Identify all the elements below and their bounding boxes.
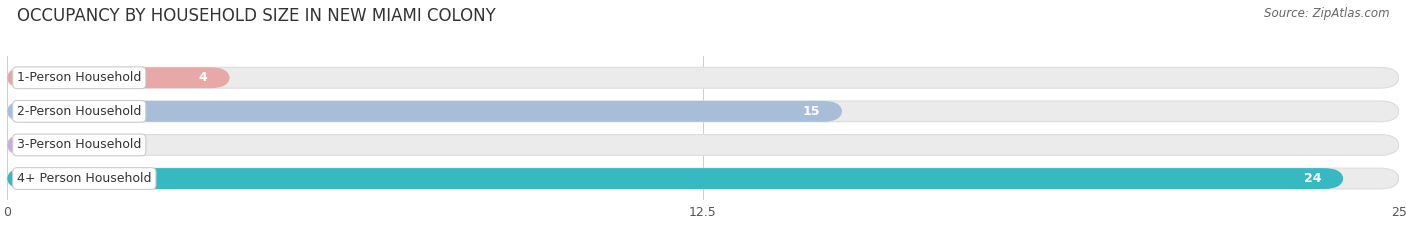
Text: 4: 4 [198,71,208,84]
Text: 1-Person Household: 1-Person Household [17,71,142,84]
FancyBboxPatch shape [7,134,1399,155]
Text: 15: 15 [803,105,820,118]
Text: 24: 24 [1303,172,1322,185]
Text: 3-Person Household: 3-Person Household [17,138,142,151]
FancyBboxPatch shape [7,168,1343,189]
FancyBboxPatch shape [7,67,1399,88]
FancyBboxPatch shape [7,67,229,88]
Text: Source: ZipAtlas.com: Source: ZipAtlas.com [1264,7,1389,20]
FancyBboxPatch shape [7,101,842,122]
Text: OCCUPANCY BY HOUSEHOLD SIZE IN NEW MIAMI COLONY: OCCUPANCY BY HOUSEHOLD SIZE IN NEW MIAMI… [17,7,496,25]
FancyBboxPatch shape [7,168,1399,189]
Text: 2-Person Household: 2-Person Household [17,105,142,118]
Text: 0: 0 [58,138,66,151]
FancyBboxPatch shape [7,134,41,155]
Text: 4+ Person Household: 4+ Person Household [17,172,152,185]
FancyBboxPatch shape [7,101,1399,122]
